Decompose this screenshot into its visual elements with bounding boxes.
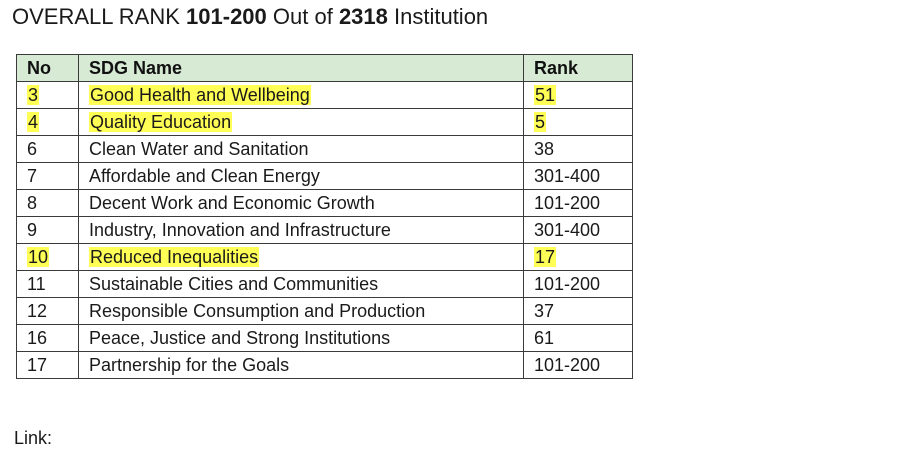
cell-sdg-name: Quality Education (78, 108, 524, 136)
table-row: 12 Responsible Consumption and Production… (16, 297, 633, 325)
cell-rank-text: 38 (534, 138, 555, 159)
cell-no: 7 (16, 162, 79, 190)
heading-rank-value: 101-200 (186, 4, 267, 29)
cell-sdg-name: Clean Water and Sanitation (78, 135, 524, 163)
cell-sdg-name-text: Reduced Inequalities (89, 246, 260, 267)
cell-no-text: 9 (27, 219, 38, 240)
table-row: 6 Clean Water and Sanitation 38 (16, 135, 633, 163)
cell-sdg-name: Decent Work and Economic Growth (78, 189, 524, 217)
table-row: 7 Affordable and Clean Energy 301-400 (16, 162, 633, 190)
cell-no-text: 16 (27, 327, 48, 348)
cell-no-text: 17 (27, 354, 48, 375)
link-label: Link: (14, 428, 53, 448)
cell-sdg-name: Industry, Innovation and Infrastructure (78, 216, 524, 244)
cell-sdg-name-text: Quality Education (89, 111, 233, 132)
cell-rank-text: 17 (534, 246, 557, 267)
cell-rank: 17 (523, 243, 633, 271)
cell-no-text: 3 (27, 84, 40, 105)
cell-rank-text: 5 (534, 111, 547, 132)
cell-no: 4 (16, 108, 79, 136)
cell-no: 9 (16, 216, 79, 244)
cell-sdg-name-text: Affordable and Clean Energy (89, 165, 320, 186)
cell-rank: 101-200 (523, 189, 633, 217)
cell-rank: 61 (523, 324, 633, 352)
table-row: 17 Partnership for the Goals 101-200 (16, 351, 633, 379)
cell-rank: 5 (523, 108, 633, 136)
cell-rank: 301-400 (523, 216, 633, 244)
cell-rank: 101-200 (523, 270, 633, 298)
table-row: 3 Good Health and Wellbeing 51 (16, 81, 633, 109)
cell-sdg-name-text: Peace, Justice and Strong Institutions (89, 327, 391, 348)
cell-sdg-name-text: Sustainable Cities and Communities (89, 273, 379, 294)
column-header-rank: Rank (523, 54, 633, 82)
cell-sdg-name: Good Health and Wellbeing (78, 81, 524, 109)
table-row: 4 Quality Education 5 (16, 108, 633, 136)
cell-sdg-name-text: Partnership for the Goals (89, 354, 290, 375)
cell-sdg-name: Partnership for the Goals (78, 351, 524, 379)
cell-no-text: 10 (27, 246, 50, 267)
cell-sdg-name: Affordable and Clean Energy (78, 162, 524, 190)
cell-no-text: 8 (27, 192, 38, 213)
cell-no-text: 6 (27, 138, 38, 159)
cell-sdg-name: Reduced Inequalities (78, 243, 524, 271)
heading-total-value: 2318 (338, 4, 388, 29)
table-header: No SDG Name Rank (16, 54, 633, 82)
cell-no-text: 4 (27, 111, 40, 132)
cell-rank-text: 61 (534, 327, 555, 348)
cell-sdg-name: Sustainable Cities and Communities (78, 270, 524, 298)
cell-rank-text: 301-400 (534, 219, 601, 240)
cell-no: 12 (16, 297, 79, 325)
table-row: 10 Reduced Inequalities 17 (16, 243, 633, 271)
cell-no: 17 (16, 351, 79, 379)
table-row: 16 Peace, Justice and Strong Institutions… (16, 324, 633, 352)
cell-no: 11 (16, 270, 79, 298)
cell-rank-text: 301-400 (534, 165, 601, 186)
cell-rank-text: 51 (534, 84, 557, 105)
cell-no-text: 7 (27, 165, 38, 186)
cell-rank-text: 101-200 (534, 273, 601, 294)
sdg-rank-table: No SDG Name Rank 3 Good Health and Wellbe… (16, 54, 633, 379)
cell-sdg-name: Responsible Consumption and Production (78, 297, 524, 325)
cell-no: 3 (16, 81, 79, 109)
column-header-sdg-name: SDG Name (78, 54, 524, 82)
cell-rank: 101-200 (523, 351, 633, 379)
cell-sdg-name-text: Responsible Consumption and Production (89, 300, 426, 321)
column-header-no: No (16, 54, 79, 82)
heading-middle: Out of (266, 4, 339, 29)
table-header-row: No SDG Name Rank (16, 54, 633, 82)
overall-rank-heading: OVERALL RANK 101-200 Out of 2318 Institu… (12, 3, 488, 31)
cell-sdg-name-text: Industry, Innovation and Infrastructure (89, 219, 391, 240)
cell-rank-text: 101-200 (534, 192, 601, 213)
cell-rank-text: 37 (534, 300, 555, 321)
cell-no: 16 (16, 324, 79, 352)
cell-rank: 301-400 (523, 162, 633, 190)
cell-no: 10 (16, 243, 79, 271)
cell-sdg-name-text: Decent Work and Economic Growth (89, 192, 375, 213)
cell-sdg-name-text: Clean Water and Sanitation (89, 138, 309, 159)
cell-no: 6 (16, 135, 79, 163)
cell-sdg-name-text: Good Health and Wellbeing (89, 84, 311, 105)
cell-no-text: 11 (27, 273, 46, 294)
cell-rank-text: 101-200 (534, 354, 601, 375)
cell-rank: 38 (523, 135, 633, 163)
cell-sdg-name: Peace, Justice and Strong Institutions (78, 324, 524, 352)
cell-no: 8 (16, 189, 79, 217)
table-row: 9 Industry, Innovation and Infrastructure… (16, 216, 633, 244)
heading-prefix: OVERALL RANK (12, 4, 187, 29)
heading-suffix: Institution (387, 4, 489, 29)
table-body: 3 Good Health and Wellbeing 51 4 Quality Edu… (16, 81, 633, 379)
cell-rank: 51 (523, 81, 633, 109)
cell-no-text: 12 (27, 300, 48, 321)
table-row: 11 Sustainable Cities and Communities 101-… (16, 270, 633, 298)
table-row: 8 Decent Work and Economic Growth 101-200 (16, 189, 633, 217)
cell-rank: 37 (523, 297, 633, 325)
